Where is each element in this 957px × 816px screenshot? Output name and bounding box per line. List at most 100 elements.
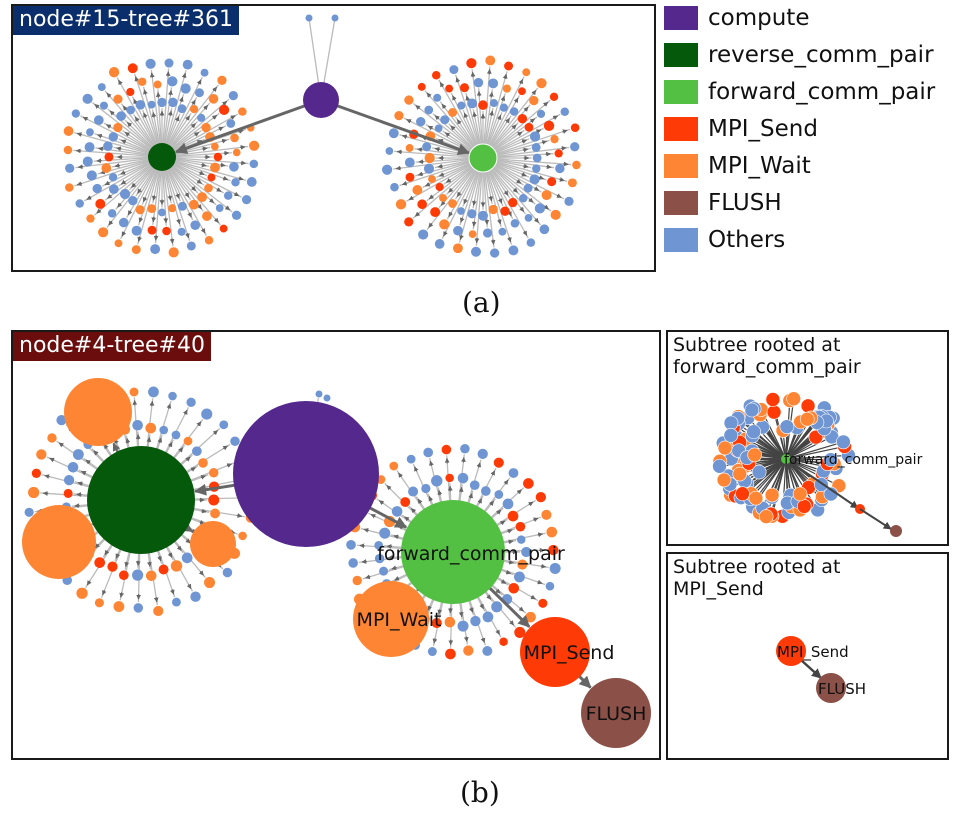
leaf-node xyxy=(560,107,570,117)
leaf-node xyxy=(457,620,469,632)
graph-arrow xyxy=(104,180,110,186)
graph-arrow xyxy=(556,193,562,199)
graph-arrow xyxy=(220,162,226,168)
leaf-node xyxy=(331,14,339,22)
leaf-node xyxy=(717,440,733,456)
leaf-node xyxy=(543,120,555,131)
forward-comm-pair-label: forward_comm_pair xyxy=(784,452,923,468)
graph-arrow xyxy=(427,605,432,611)
graph-arrow xyxy=(394,576,400,581)
graph-arrow xyxy=(463,636,469,642)
graph-arrow xyxy=(196,179,202,184)
graph-arrow xyxy=(221,138,227,144)
mpi-send-node xyxy=(520,617,590,687)
reverse-comm-pair-node xyxy=(148,143,176,171)
graph-arrow xyxy=(486,594,492,600)
legend-item: FLUSH xyxy=(664,189,957,219)
leaf-node xyxy=(406,454,416,464)
graph-arrow xyxy=(500,520,506,526)
leaf-node xyxy=(796,499,812,514)
leaf-node xyxy=(348,558,358,568)
graph-arrow xyxy=(439,82,445,88)
leaf-node xyxy=(323,394,331,402)
leaf-node xyxy=(564,196,574,207)
graph-edge xyxy=(859,508,892,530)
leaf-node xyxy=(157,97,167,108)
graph-arrow xyxy=(187,212,192,218)
leaf-node xyxy=(219,420,229,430)
leaf-node xyxy=(488,78,499,89)
leaf-node xyxy=(201,408,213,420)
leaf-node xyxy=(67,461,79,473)
graph-edge xyxy=(161,70,187,158)
graph-arrow xyxy=(122,105,128,111)
leaf-node xyxy=(379,527,391,539)
leaf-node xyxy=(137,77,147,87)
graph-arrow xyxy=(196,421,202,427)
graph-arrow xyxy=(178,447,184,453)
graph-arrow xyxy=(174,116,180,122)
leaf-node xyxy=(508,197,518,208)
leaf-node xyxy=(457,472,469,484)
graph-arrow xyxy=(117,202,123,208)
legend-swatch xyxy=(664,154,698,178)
graph-arrow xyxy=(470,71,476,78)
leaf-node xyxy=(509,107,519,116)
leaf-node xyxy=(482,611,494,623)
leaf-node xyxy=(210,508,220,519)
graph-arrow xyxy=(361,559,367,564)
graph-arrow xyxy=(500,95,506,102)
graph-arrow xyxy=(477,498,483,504)
leaf-node xyxy=(145,58,156,69)
graph-arrow xyxy=(398,472,403,478)
graph-arrow xyxy=(429,460,434,467)
leaf-node xyxy=(24,507,34,517)
graph-arrow xyxy=(463,112,469,118)
leaf-node xyxy=(524,214,533,222)
leaf-node xyxy=(439,219,450,230)
graph-arrow xyxy=(450,125,456,131)
leaf-node xyxy=(500,206,510,216)
graph-edge xyxy=(482,71,508,159)
graph-arrow xyxy=(541,140,548,145)
leaf-node xyxy=(431,71,441,80)
leaf-node xyxy=(792,486,808,502)
flush-node xyxy=(816,673,846,703)
leaf-node xyxy=(162,226,171,236)
leaf-node xyxy=(213,152,223,162)
graph-arrow xyxy=(167,195,173,201)
graph-arrow xyxy=(94,103,100,109)
graph-arrow xyxy=(200,228,206,234)
leaf-node xyxy=(493,457,504,468)
leaf-node xyxy=(514,626,526,638)
graph-arrow xyxy=(134,116,140,122)
graph-arrow xyxy=(114,163,121,168)
graph-edge xyxy=(412,103,484,159)
leaf-node xyxy=(463,645,474,656)
leaf-node xyxy=(190,591,201,602)
leaf-node xyxy=(470,615,481,627)
graph-arrow xyxy=(521,172,527,177)
leaf-node xyxy=(230,133,239,143)
leaf-node xyxy=(63,474,75,486)
graph-edge xyxy=(785,441,844,460)
panel-a-graph xyxy=(63,14,581,258)
graph-arrow xyxy=(222,445,228,451)
graph-arrow xyxy=(458,611,464,618)
subtree-send-graph: MPI_Send FLUSH xyxy=(776,636,866,703)
leaf-node xyxy=(103,141,113,152)
graph-arrow xyxy=(98,146,104,152)
graph-arrow xyxy=(211,114,218,120)
graph-edge xyxy=(74,156,163,187)
leaf-node xyxy=(723,415,739,431)
graph-edge xyxy=(74,132,163,158)
graph-edge xyxy=(785,422,818,460)
leaf-node xyxy=(159,425,169,435)
graph-arrow xyxy=(455,77,461,83)
graph-arrow xyxy=(468,493,473,499)
leaf-node xyxy=(423,447,434,458)
leaf-node xyxy=(168,204,177,213)
graph-arrow xyxy=(472,111,478,118)
leaf-node xyxy=(541,190,552,201)
leaf-node xyxy=(504,61,514,71)
